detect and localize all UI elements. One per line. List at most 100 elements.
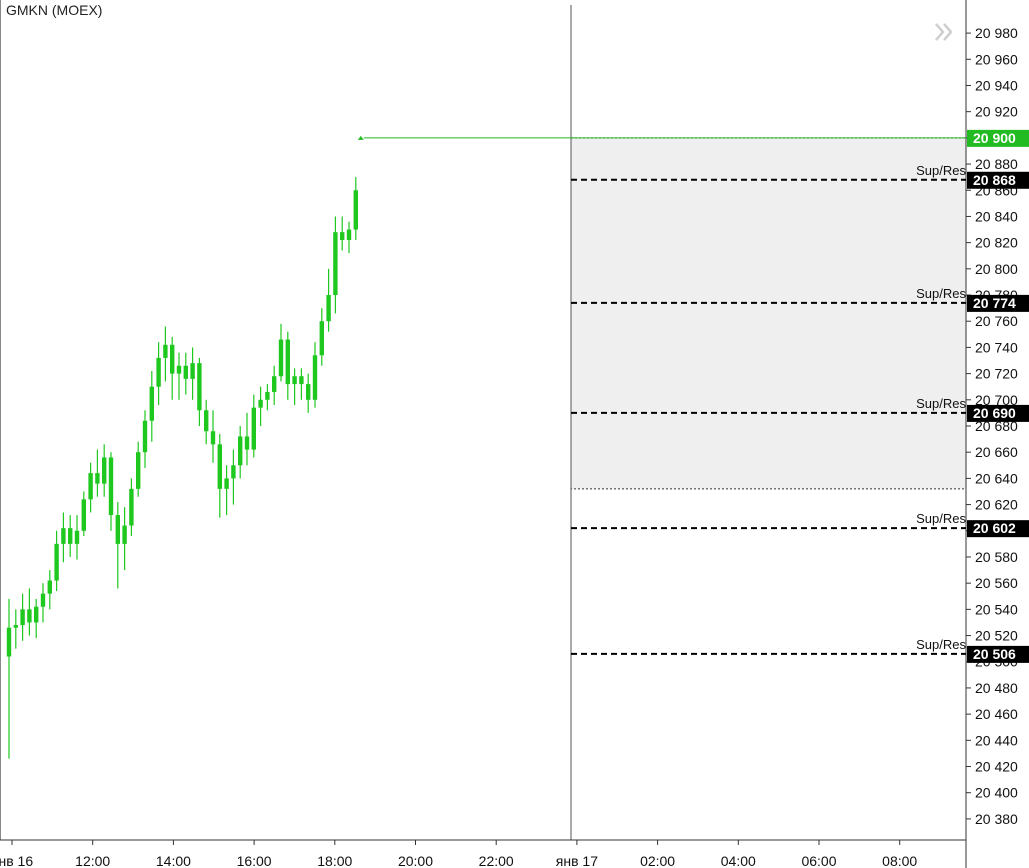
candle-body [34,606,39,623]
y-tick-label: 20 460 [975,706,1018,722]
price-marker [357,135,364,140]
y-tick-label: 20 680 [975,418,1018,434]
level-label: 20 774 [973,295,1016,311]
candle-body [136,452,141,489]
candle-body [170,344,175,374]
level-name: Sup/Res [916,286,966,301]
level-badge [967,520,1029,538]
y-tick-label: 20 560 [975,575,1018,591]
y-tick-label: 20 400 [975,785,1018,801]
y-tick-label: 20 980 [975,25,1018,41]
y-tick-label: 20 880 [975,156,1018,172]
y-tick-label: 20 420 [975,759,1018,775]
x-tick-label: 04:00 [721,853,756,868]
candle-body [156,357,161,387]
x-tick-label: 06:00 [801,853,836,868]
y-tick-label: 20 520 [975,628,1018,644]
candle-body [292,376,297,385]
expand-chevrons-icon[interactable] [930,18,958,46]
y-tick-label: 20 720 [975,366,1018,382]
y-tick-label: 20 820 [975,235,1018,251]
level-name: Sup/Res [916,163,966,178]
y-tick-label: 20 540 [975,601,1018,617]
y-tick-label: 20 920 [975,104,1018,120]
x-tick-label: 12:00 [75,853,110,868]
candle-body [74,530,80,544]
candle-body [95,473,100,484]
candle-body [285,339,290,385]
candle-body [129,488,134,526]
candle-body [81,499,86,531]
y-tick-label: 20 740 [975,339,1018,355]
candle-body [27,609,32,623]
candle-body [278,339,284,377]
y-tick-label: 20 440 [975,732,1018,748]
candle-body [244,436,250,450]
candle-body [20,609,25,626]
candle-body [326,295,331,322]
x-tick-label: 16:00 [237,853,272,868]
y-tick-label: 20 760 [975,313,1018,329]
candle-body [217,444,222,489]
x-tick-label: 18:00 [317,853,352,868]
x-tick-label: 08:00 [882,853,917,868]
candle-body [61,528,66,544]
candle-body [163,344,168,358]
candle-body [251,407,256,450]
y-tick-label: 20 840 [975,208,1018,224]
candle-body [88,473,93,500]
level-badge [967,294,1029,312]
candle-body [238,436,243,466]
candle-body [272,376,277,392]
chart-title: GMKN (MOEX) [6,2,103,18]
candle-body [176,365,182,374]
candle-body [40,593,46,607]
y-tick-label: 20 480 [975,680,1018,696]
x-tick-label: 14:00 [156,853,191,868]
candle-body [312,355,318,400]
level-name: Sup/Res [916,396,966,411]
y-tick-label: 20 660 [975,444,1018,460]
candle-body [197,363,202,411]
y-tick-label: 20 380 [975,811,1018,827]
x-tick-label: янв 17 [556,853,598,868]
candle-body [6,627,12,657]
candle-body [319,321,324,356]
current-price-label: 20 900 [973,130,1016,146]
level-label: 20 868 [973,172,1016,188]
candle-body [13,625,18,628]
level-badge [967,171,1029,189]
current-price-badge [967,129,1029,147]
candle-body [68,528,73,544]
y-tick-label: 20 580 [975,549,1018,565]
candle-body [204,410,209,432]
y-tick-label: 20 700 [975,392,1018,408]
level-badge [967,404,1029,422]
y-tick-label: 20 640 [975,470,1018,486]
candle-body [224,478,229,489]
y-tick-label: 20 940 [975,77,1018,93]
candle-body [102,457,107,484]
candle-body [149,386,154,421]
level-label: 20 506 [973,646,1016,662]
x-tick-label: 02:00 [640,853,675,868]
candle-body [54,543,59,581]
candle-body [333,232,338,296]
level-name: Sup/Res [916,511,966,526]
candle-body [346,229,352,241]
level-name: Sup/Res [916,637,966,652]
x-tick-label: 20:00 [398,853,433,868]
candle-body [47,580,52,594]
level-badge [967,645,1029,663]
x-tick-label: янв 16 [0,853,33,868]
candle-body [122,525,127,544]
x-tick-label: 22:00 [479,853,514,868]
candle-body [353,190,358,230]
candle-body [190,363,195,379]
y-tick-label: 20 620 [975,497,1018,513]
candle-body [265,391,270,400]
candle-body [258,399,263,408]
candle-body [142,420,148,453]
